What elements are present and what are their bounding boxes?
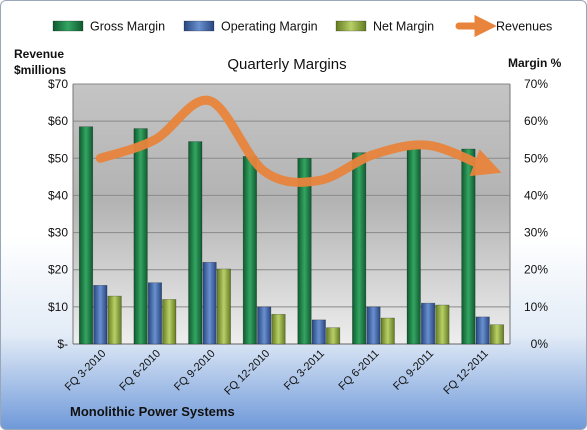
left-tick-label: $- [57,337,68,351]
operating-margin-bar [257,306,272,345]
right-axis-label: Margin % [508,56,562,70]
left-tick-labels: $- $10 $20 $30 $40 $50 $60 $70 [48,77,68,351]
gross-margin-bar [242,156,257,345]
left-tick-label: $40 [48,188,68,202]
operating-margin-bar [366,306,381,345]
net-margin-bar [380,317,395,345]
revenue-line-group [95,95,502,187]
category-label: FQ 3-2011 [282,348,327,393]
operating-margin-bar [311,319,326,345]
legend-swatch [52,20,84,32]
category-label: FQ 6-2011 [336,348,381,393]
gross-margin-bar [78,126,94,345]
category-label: FQ 9-2011 [391,348,436,393]
operating-margin-bar [202,261,217,345]
net-margin-bar [489,324,505,345]
left-tick-label: $50 [48,151,68,165]
category-label: FQ 6-2010 [117,348,163,394]
net-margin-bar [107,295,122,345]
right-tick-label: 20% [524,263,548,277]
operating-margin-bar [147,282,162,345]
right-tick-label: 0% [531,337,549,351]
left-axis-label-line2: $millions [14,63,66,77]
category-label: FQ 9-2010 [172,348,218,394]
legend-label: Operating Margin [221,20,318,34]
legend-swatch [335,20,367,32]
legend-label: Revenues [496,20,552,34]
left-tick-label: $70 [48,77,68,91]
left-tick-label: $10 [48,300,68,314]
net-margin-bar [271,313,286,345]
operating-margin-bar [93,285,108,345]
gross-margin-bar [297,157,312,345]
right-tick-labels: 0% 10% 20% 30% 40% 50% 60% 70% [524,77,548,351]
gross-margin-bar [352,152,367,345]
gross-margin-bar [188,141,203,345]
right-tick-label: 70% [524,77,548,91]
category-labels: FQ 3-2010 FQ 6-2010 FQ 9-2010 FQ 12-2010 FQ … [63,348,491,398]
category-label: FQ 12-2010 [222,348,272,398]
legend: Gross Margin Operating Margin Net Margin Re… [52,14,552,38]
operating-margin-bar [421,302,436,345]
right-tick-label: 60% [524,114,548,128]
right-tick-label: 30% [524,226,548,240]
right-tick-label: 50% [524,151,548,165]
legend-label: Gross Margin [90,20,165,34]
net-margin-bar [162,299,177,345]
legend-swatch [183,20,215,32]
company-name: Monolithic Power Systems [70,404,235,419]
gross-margin-bar [406,148,421,345]
operating-margin-bar [475,316,490,345]
right-tick-label: 40% [524,188,548,202]
left-tick-label: $20 [48,263,68,277]
net-margin-bar [326,327,341,345]
left-tick-label: $60 [48,114,68,128]
left-axis-label-line1: Revenue [14,47,64,61]
net-margin-bar [216,268,231,345]
revenues-line [95,95,502,187]
chart-title: Quarterly Margins [227,56,346,73]
category-label: FQ 3-2010 [63,348,109,394]
gross-margin-bar [461,148,476,345]
bars [78,126,505,345]
left-tick-label: $30 [48,226,68,240]
right-tick-label: 10% [524,300,548,314]
legend-label: Net Margin [373,20,434,34]
net-margin-bar [435,304,450,345]
category-label: FQ 12-2011 [441,348,490,397]
gross-margin-bar [133,128,148,345]
